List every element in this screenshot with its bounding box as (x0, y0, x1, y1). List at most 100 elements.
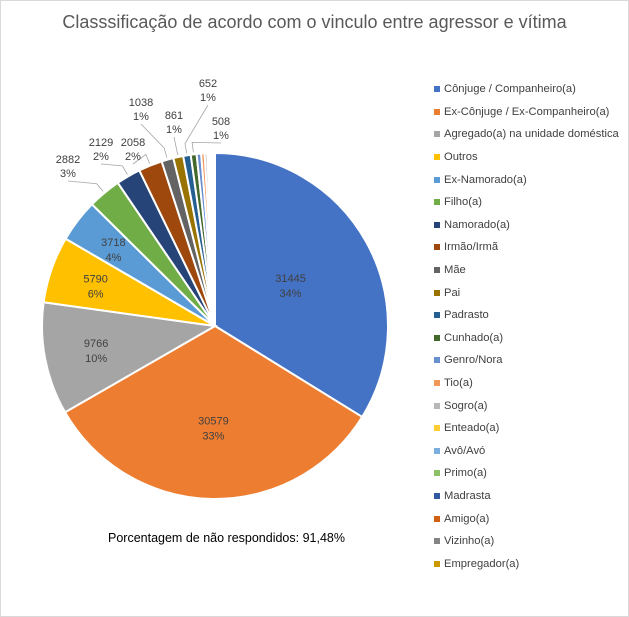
pie-slice-conjuge-companheiro-a (214, 151, 389, 419)
leader-line-namorado-a (100, 163, 128, 175)
legend-item-tio-a: Tio(a) (434, 372, 619, 395)
legend-swatch (434, 86, 440, 93)
legend-label: Amigo(a) (444, 512, 490, 525)
legend-item-sogro-a: Sogro(a) (434, 394, 619, 417)
legend-swatch (434, 334, 440, 341)
data-label-value-ex-namorado-a: 3718 (101, 237, 125, 249)
legend-item-agregado-a-na-unidade-domestica: Agregado(a) na unidade doméstica (434, 123, 619, 146)
legend-swatch (434, 492, 440, 499)
legend-swatch (434, 380, 440, 387)
leader-line-filho-a (67, 180, 104, 192)
legend-item-vizinho-a: Vizinho(a) (434, 530, 619, 553)
legend-item-empregador-a: Empregador(a) (434, 552, 619, 575)
legend-label: Sogro(a) (444, 399, 488, 412)
legend-swatch (434, 425, 440, 432)
data-label-pct-irmao-irma: 2% (125, 151, 141, 163)
legend-item-madrasta: Madrasta (434, 485, 619, 508)
data-label-pct-cunhado-a: 1% (213, 130, 229, 142)
legend-label: Ex-Cônjuge / Ex-Companheiro(a) (444, 105, 610, 118)
data-label-pct-ex-namorado-a: 4% (105, 252, 121, 264)
data-label-pct-padrasto: 1% (200, 92, 216, 104)
legend-swatch (434, 131, 440, 138)
data-label-value-filho-a: 2882 (56, 154, 80, 166)
data-label-value-cunhado-a: 508 (212, 116, 230, 128)
legend-label: Agregado(a) na unidade doméstica (444, 128, 619, 141)
data-label-pct-pai: 1% (166, 124, 182, 136)
legend-label: Pai (444, 286, 461, 299)
data-label-value-pai: 861 (165, 110, 183, 122)
data-label-value-agregado-a-na-unidade-domestica: 9766 (84, 338, 108, 350)
legend-swatch (434, 447, 440, 454)
leader-line-pai (173, 136, 179, 156)
data-label-value-ex-conjuge-ex-companheiro-a: 30579 (198, 415, 229, 427)
data-label-pct-filho-a: 3% (60, 168, 76, 180)
legend-item-padrasto: Padrasto (434, 304, 619, 327)
legend-label: Vizinho(a) (444, 535, 495, 548)
chart-title: Classsificação de acordo com o vinculo e… (62, 12, 567, 32)
legend-item-outros: Outros (434, 146, 619, 169)
legend-item-amigo-a: Amigo(a) (434, 507, 619, 530)
legend-label: Madrasta (444, 489, 491, 502)
legend-item-enteado-a: Enteado(a) (434, 417, 619, 440)
legend-item-genro-nora: Genro/Nora (434, 349, 619, 372)
legend-swatch (434, 560, 440, 567)
legend-item-primo-a: Primo(a) (434, 462, 619, 485)
pie-slice-ex-conjuge-ex-companheiro-a (63, 324, 364, 500)
legend-swatch (434, 515, 440, 522)
legend-label: Namorado(a) (444, 218, 510, 231)
chart-legend: Cônjuge / Companheiro(a) Ex-Cônjuge / Ex-… (434, 78, 619, 575)
legend-label: Tio(a) (444, 377, 473, 390)
legend-swatch (434, 244, 440, 251)
legend-swatch (434, 289, 440, 296)
legend-swatch (434, 357, 440, 364)
pie-slice-agregado-a-na-unidade-domestica (41, 301, 219, 414)
legend-item-cunhado-a: Cunhado(a) (434, 327, 619, 350)
legend-item-avo-avo: Avô/Avó (434, 440, 619, 463)
legend-swatch (434, 221, 440, 228)
legend-swatch (434, 312, 440, 319)
legend-swatch (434, 108, 440, 115)
data-label-value-namorado-a: 2129 (89, 137, 113, 149)
legend-item-namorado-a: Namorado(a) (434, 214, 619, 237)
data-label-pct-mae: 1% (133, 111, 149, 123)
legend-item-irmao-irma: Irmão/Irmã (434, 236, 619, 259)
legend-swatch (434, 402, 440, 409)
legend-swatch (434, 538, 440, 545)
data-label-pct-conjuge-companheiro-a: 34% (280, 288, 302, 300)
data-label-value-outros: 5790 (83, 274, 107, 286)
data-label-pct-ex-conjuge-ex-companheiro-a: 33% (202, 430, 224, 442)
data-label-pct-outros: 6% (88, 289, 104, 301)
legend-label: Primo(a) (444, 467, 487, 480)
legend-label: Cônjuge / Companheiro(a) (444, 83, 576, 96)
legend-swatch (434, 267, 440, 274)
legend-label: Avô/Avó (444, 444, 486, 457)
legend-swatch (434, 176, 440, 183)
legend-label: Empregador(a) (444, 557, 520, 570)
legend-swatch (434, 470, 440, 477)
data-label-value-irmao-irma: 2058 (121, 137, 145, 149)
data-label-pct-namorado-a: 2% (93, 151, 109, 163)
leader-line-mae (140, 123, 168, 158)
non-response-note: Porcentagem de não respondidos: 91,48% (108, 531, 345, 545)
leader-line-padrasto (184, 104, 209, 154)
legend-item-pai: Pai (434, 281, 619, 304)
data-label-value-conjuge-companheiro-a: 31445 (275, 273, 306, 285)
legend-item-ex-conjuge-ex-companheiro-a: Ex-Cônjuge / Ex-Companheiro(a) (434, 101, 619, 124)
legend-label: Outros (444, 151, 478, 164)
legend-item-ex-namorado-a: Ex-Namorado(a) (434, 168, 619, 191)
legend-label: Padrasto (444, 309, 489, 322)
legend-item-mae: Mãe (434, 259, 619, 282)
legend-label: Mãe (444, 264, 466, 277)
legend-label: Cunhado(a) (444, 331, 504, 344)
legend-label: Ex-Namorado(a) (444, 173, 527, 186)
leader-line-cunhado-a (191, 141, 222, 153)
legend-item-conjuge-companheiro-a: Cônjuge / Companheiro(a) (434, 78, 619, 101)
legend-swatch (434, 199, 440, 206)
data-label-value-mae: 1038 (129, 97, 153, 109)
legend-label: Enteado(a) (444, 422, 500, 435)
legend-label: Genro/Nora (444, 354, 503, 367)
data-label-value-padrasto: 652 (199, 78, 217, 90)
leader-line-irmao-irma (132, 153, 150, 165)
legend-swatch (434, 154, 440, 161)
